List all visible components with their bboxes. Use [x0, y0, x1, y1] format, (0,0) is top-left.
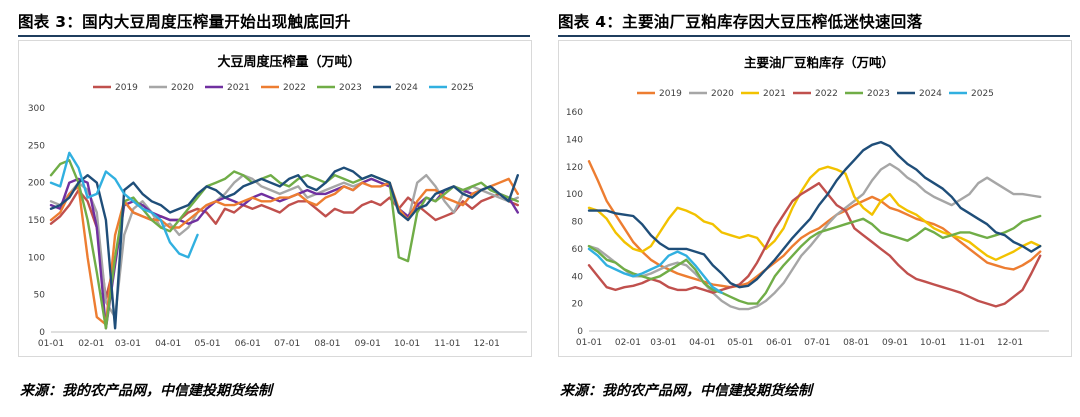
figure-4-panel: 图表 4：主要油厂豆粕库存因大豆压榨低迷快速回落 主要油厂豆粕库存（万吨） 201… — [556, 0, 1080, 417]
y-tick-label: 140 — [566, 135, 583, 145]
figure-4-title: 图表 4：主要油厂豆粕库存因大豆压榨低迷快速回落 — [558, 13, 923, 31]
series-line-2020 — [587, 162, 1042, 311]
legend-label-2022: 2022 — [283, 83, 306, 93]
x-tick-label: 02-01 — [78, 339, 104, 349]
series-line-2025 — [49, 151, 199, 259]
series-line-2021 — [587, 165, 1042, 261]
y-tick-label: 160 — [566, 108, 583, 118]
x-tick-label: 06-01 — [235, 339, 261, 349]
x-tick-label: 03-01 — [115, 339, 141, 349]
x-tick-label: 05-01 — [727, 338, 753, 348]
y-tick-label: 0 — [39, 328, 45, 338]
x-tick-label: 11-01 — [434, 339, 460, 349]
figure-3-title: 图表 3：国内大豆周度压榨量开始出现触底回升 — [18, 13, 351, 31]
y-tick-label: 250 — [28, 141, 45, 151]
legend-label-2024: 2024 — [919, 89, 942, 99]
x-tick-label: 11-01 — [959, 338, 985, 348]
x-tick-label: 04-01 — [689, 338, 715, 348]
y-tick-label: 300 — [28, 104, 45, 114]
x-tick-label: 08-01 — [843, 338, 869, 348]
x-tick-label: 01-01 — [576, 338, 602, 348]
chart-title: 大豆周度压榨量（万吨） — [217, 54, 360, 70]
legend-label-2020: 2020 — [171, 83, 194, 93]
x-tick-label: 12-01 — [997, 338, 1023, 348]
x-tick-label: 09-01 — [355, 339, 381, 349]
series-line-2021 — [49, 177, 519, 330]
x-tick-label: 05-01 — [194, 339, 220, 349]
x-tick-label: 06-01 — [766, 338, 792, 348]
y-tick-label: 200 — [28, 179, 45, 189]
legend-label-2020: 2020 — [711, 89, 734, 99]
x-tick-label: 02-01 — [615, 338, 641, 348]
legend-label-2021: 2021 — [227, 83, 250, 93]
legend-label-2021: 2021 — [763, 89, 786, 99]
x-tick-label: 10-01 — [394, 339, 420, 349]
legend-label-2019: 2019 — [659, 89, 682, 99]
legend-label-2024: 2024 — [395, 83, 418, 93]
series-line-2025 — [587, 247, 723, 294]
legend-label-2025: 2025 — [971, 89, 994, 99]
legend-label-2023: 2023 — [867, 89, 890, 99]
legend-label-2019: 2019 — [115, 83, 138, 93]
y-tick-label: 60 — [572, 245, 584, 255]
legend-label-2022: 2022 — [815, 89, 838, 99]
y-tick-label: 50 — [34, 291, 46, 301]
x-tick-label: 10-01 — [920, 338, 946, 348]
figure-3-source: 来源：我的农产品网，中信建投期货绘制 — [20, 383, 272, 399]
y-tick-label: 120 — [566, 163, 583, 173]
legend-label-2023: 2023 — [339, 83, 362, 93]
x-tick-label: 04-01 — [155, 339, 181, 349]
soymeal-inventory-chart-svg: 主要油厂豆粕库存（万吨） 2019 2020 2021 2022 2023 2024 2025… — [566, 55, 1049, 348]
x-tick-label: 09-01 — [882, 338, 908, 348]
y-tick-label: 80 — [572, 218, 584, 228]
series-line-2019 — [587, 160, 1042, 289]
figure-4-title-rule — [558, 35, 1070, 37]
figure-3-panel: 图表 3：国内大豆周度压榨量开始出现触底回升 大豆周度压榨量（万吨） 2019 20… — [0, 0, 532, 417]
x-tick-label: 01-01 — [38, 339, 64, 349]
series-line-2023 — [587, 214, 1042, 305]
figure-3-title-rule — [18, 35, 530, 37]
x-tick-label: 03-01 — [650, 338, 676, 348]
y-tick-label: 100 — [28, 253, 45, 263]
y-tick-label: 100 — [566, 190, 583, 200]
x-tick-label: 12-01 — [474, 339, 500, 349]
x-tick-label: 08-01 — [314, 339, 340, 349]
series-line-2024 — [587, 140, 1042, 289]
series-line-2024 — [49, 166, 519, 330]
y-tick-label: 150 — [28, 216, 45, 226]
series-line-2022 — [587, 182, 1042, 308]
chart-title: 主要油厂豆粕库存（万吨） — [744, 55, 894, 70]
x-tick-label: 07-01 — [804, 338, 830, 348]
legend-label-2025: 2025 — [451, 83, 474, 93]
series-line-2023 — [49, 159, 519, 330]
x-tick-label: 07-01 — [274, 339, 300, 349]
soybean-crush-chart: 大豆周度压榨量（万吨） 2019 2020 2021 2022 2023 2024 2025 0… — [18, 40, 532, 357]
figure-4-source: 来源：我的农产品网，中信建投期货绘制 — [560, 383, 812, 399]
series-line-2022 — [49, 177, 519, 326]
y-tick-label: 0 — [577, 327, 583, 337]
soybean-crush-chart-svg: 大豆周度压榨量（万吨） 2019 2020 2021 2022 2023 2024 2025 0… — [28, 54, 527, 349]
y-tick-label: 40 — [572, 272, 584, 282]
soymeal-inventory-chart: 主要油厂豆粕库存（万吨） 2019 2020 2021 2022 2023 2024 2025… — [558, 40, 1072, 357]
y-tick-label: 20 — [572, 300, 584, 310]
